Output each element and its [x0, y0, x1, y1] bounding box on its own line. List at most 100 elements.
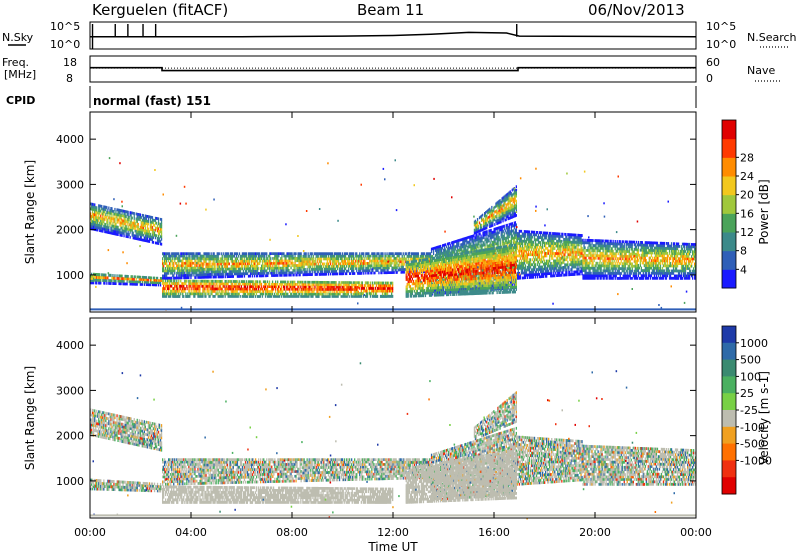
echo-cell — [134, 280, 136, 284]
echo-cell — [154, 234, 157, 237]
echo-cell — [138, 215, 140, 219]
echo-cell — [125, 232, 127, 236]
echo-cell — [152, 223, 155, 227]
echo-cell — [135, 278, 137, 281]
echo-cell — [353, 259, 355, 263]
echo-cell — [146, 234, 149, 238]
echo-cell — [285, 257, 287, 260]
echo-cell — [126, 222, 128, 226]
echo-cell — [132, 280, 134, 284]
echo-cell — [214, 267, 216, 271]
echo-cell — [149, 237, 152, 241]
echo-cell — [104, 281, 106, 285]
echo-cell — [384, 269, 386, 272]
echo-cell — [96, 213, 98, 217]
echo-cell — [117, 228, 119, 232]
echo-cell — [516, 239, 518, 243]
echo-cell — [167, 269, 169, 273]
echo-cell — [131, 277, 133, 281]
echo-cell — [114, 207, 116, 211]
echo-cell — [121, 277, 123, 281]
echo-cell — [118, 279, 120, 283]
echo-cell — [134, 234, 136, 238]
echo-cell — [371, 262, 373, 265]
echo-cell — [246, 272, 249, 276]
echo-cell — [155, 283, 158, 287]
echo-cell — [159, 277, 162, 280]
echo-cell — [125, 235, 127, 238]
echo-cell — [136, 217, 138, 221]
echo-cell — [114, 274, 116, 278]
echo-cell — [146, 281, 149, 284]
freq-left-label-2: [MHz] — [4, 68, 36, 81]
echo-cell — [115, 222, 117, 226]
echo-cell — [180, 269, 182, 272]
echo-cell — [98, 214, 100, 217]
echo-cell — [179, 257, 181, 260]
echo-cell — [178, 252, 180, 255]
echo-cell — [163, 254, 165, 258]
echo-cell — [127, 218, 129, 221]
noise-left-label: N.Sky — [2, 31, 34, 44]
echo-cell — [532, 255, 535, 259]
echo-cell — [107, 223, 109, 227]
echo-cell — [140, 230, 142, 234]
echo-cell — [120, 224, 122, 227]
echo-cell — [248, 259, 251, 263]
echo-cell — [153, 224, 156, 227]
echo-cell — [369, 262, 371, 265]
echo-cell — [179, 264, 181, 268]
echo-cell — [176, 252, 178, 255]
nave-right-tick-top: 60 — [706, 56, 720, 69]
echo-cell — [532, 243, 535, 247]
echo-cell — [126, 235, 128, 238]
echo-cell — [178, 266, 180, 270]
echo-cell — [179, 274, 181, 277]
echo-cell — [133, 224, 135, 228]
echo-cell — [115, 227, 117, 231]
echo-cell — [143, 278, 145, 282]
echo-cell — [123, 227, 125, 230]
echo-cell — [143, 283, 145, 286]
echo-cell — [142, 224, 144, 227]
echo-cell — [162, 262, 164, 265]
echo-cell — [124, 229, 126, 233]
echo-cell — [531, 263, 534, 267]
echo-cell — [129, 235, 131, 239]
echo-cell — [160, 225, 163, 229]
echo-cell — [128, 223, 130, 227]
echo-cell — [174, 276, 176, 280]
echo-cell — [177, 269, 179, 272]
echo-cell — [116, 208, 118, 212]
echo-cell — [172, 266, 174, 270]
echo-cell — [346, 272, 348, 276]
echo-cell — [132, 236, 134, 240]
echo-cell — [119, 228, 121, 232]
echo-cell — [171, 271, 173, 275]
echo-cell — [169, 276, 171, 280]
echo-cell — [113, 229, 115, 233]
echo-cell — [94, 223, 96, 226]
freq-panel: Freq. [MHz] 18 8 60 0 Nave — [2, 55, 782, 85]
echo-cell — [142, 216, 144, 220]
echo-cell — [146, 283, 149, 286]
echo-cell — [154, 241, 157, 245]
echo-cell — [335, 262, 338, 266]
cpid-label: CPID — [6, 94, 35, 107]
echo-cell — [317, 254, 319, 258]
echo-cell — [149, 278, 152, 282]
echo-cell — [382, 254, 384, 258]
echo-cell — [150, 220, 153, 224]
echo-cell — [145, 237, 147, 240]
echo-cell — [153, 233, 156, 237]
echo-cell — [154, 236, 157, 240]
echo-cell — [196, 264, 198, 267]
echo-cell — [508, 225, 510, 229]
echo-cell — [149, 235, 152, 239]
echo-cell — [104, 208, 106, 211]
echo-cell — [491, 205, 493, 209]
echo-cell — [222, 275, 224, 279]
echo-cell — [91, 215, 93, 218]
echo-cell — [484, 243, 486, 247]
echo-cell — [144, 226, 146, 230]
